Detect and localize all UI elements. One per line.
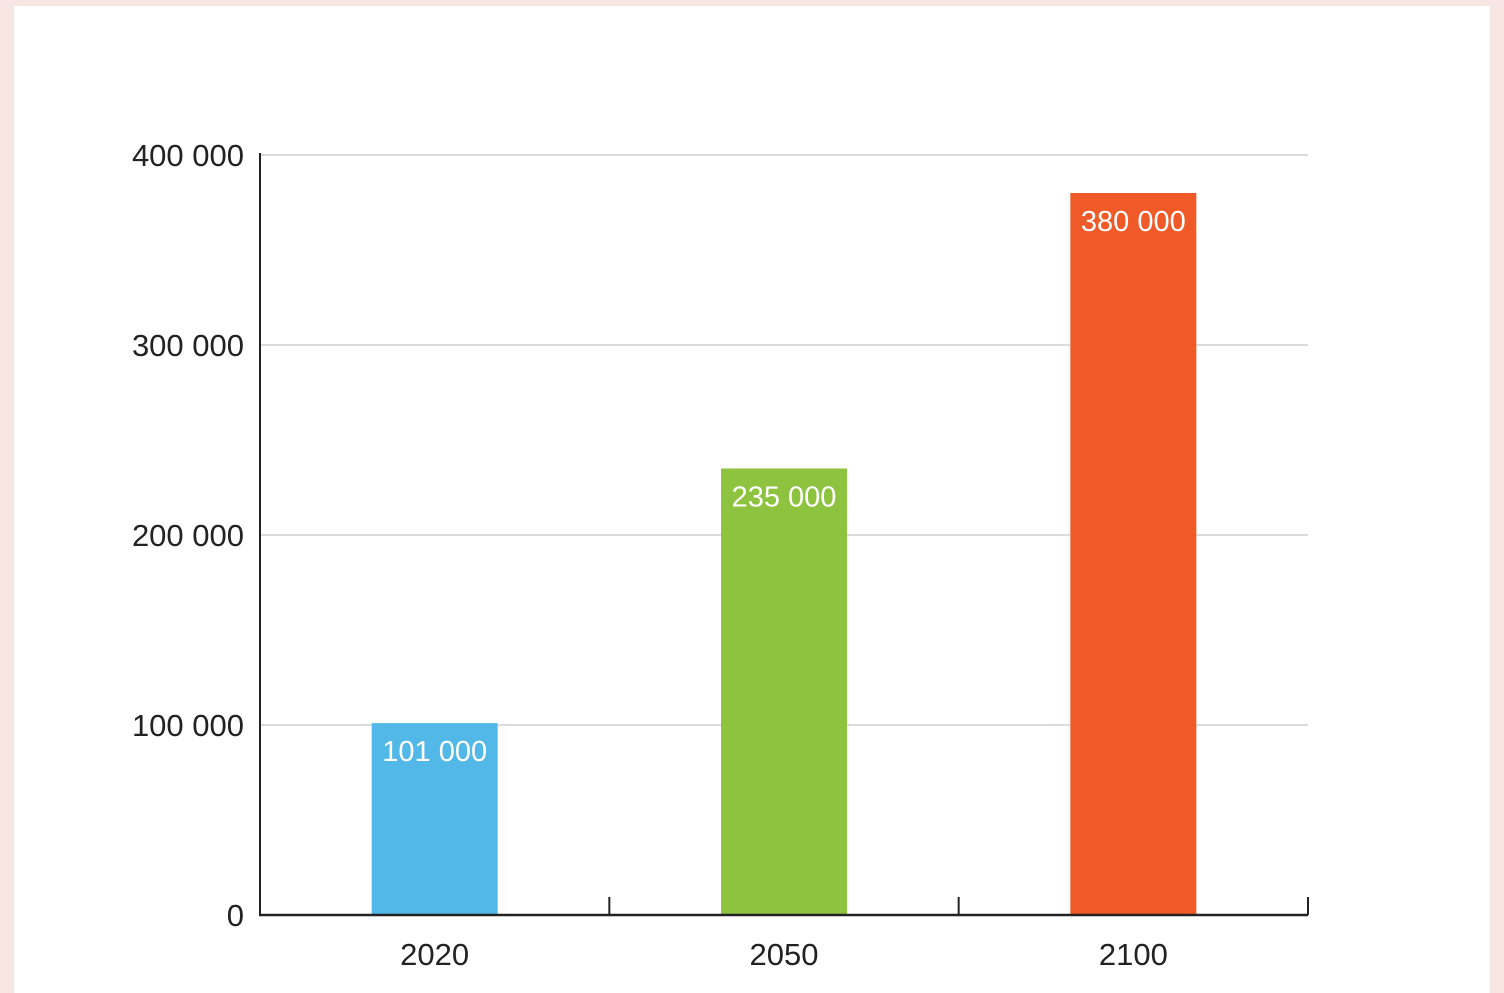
x-tick-label: 2020 (400, 937, 469, 972)
y-axis-ticks: 0 100 000 200 000 300 000 400 000 (132, 138, 244, 933)
bar-2100 (1070, 193, 1197, 915)
data-label: 101 000 (382, 736, 487, 768)
x-axis-ticks: 2020 2050 2100 (400, 937, 1168, 972)
bars: 101 000 235 000 380 000 (371, 193, 1197, 915)
chart-panel: 0 100 000 200 000 300 000 400 000 101 000 235… (14, 6, 1490, 993)
y-tick-label: 0 (227, 898, 244, 933)
bar-2020 (371, 723, 498, 915)
data-label: 235 000 (732, 482, 837, 514)
y-tick-label: 300 000 (132, 328, 244, 363)
x-tick-label: 2050 (750, 937, 819, 972)
bar-2050 (721, 468, 847, 915)
bar-chart: 0 100 000 200 000 300 000 400 000 101 000 235… (132, 138, 1309, 972)
x-tick-label: 2100 (1099, 937, 1168, 972)
axes (259, 153, 1309, 917)
y-tick-label: 200 000 (132, 518, 244, 553)
y-tick-label: 400 000 (132, 138, 244, 173)
y-tick-label: 100 000 (132, 708, 244, 743)
data-label: 380 000 (1081, 206, 1186, 238)
